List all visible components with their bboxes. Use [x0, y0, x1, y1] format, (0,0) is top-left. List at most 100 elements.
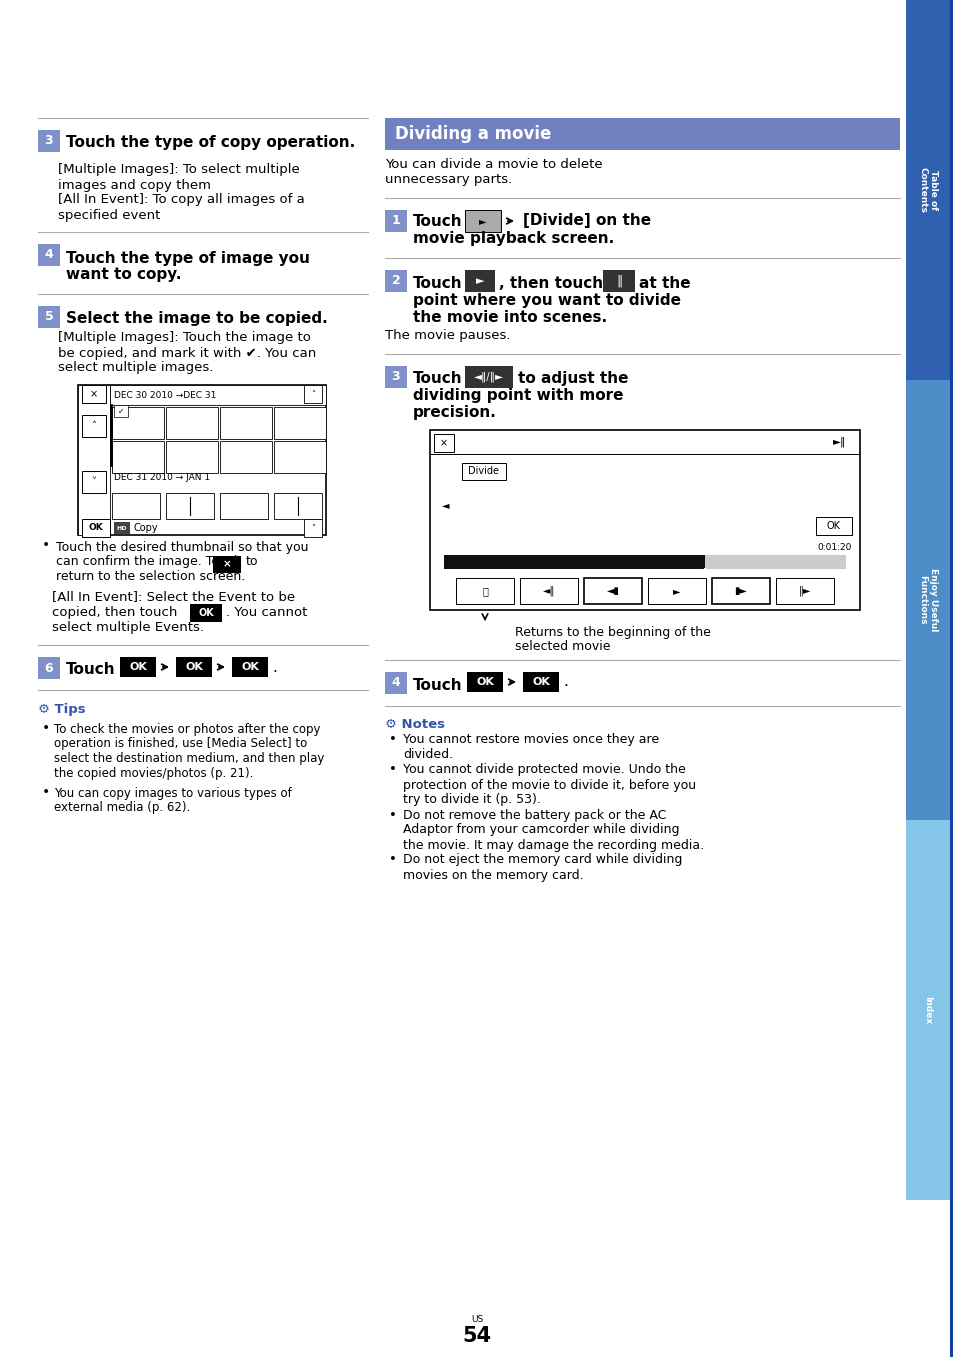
- Text: 5: 5: [45, 311, 53, 323]
- Text: You can divide a movie to delete: You can divide a movie to delete: [385, 159, 602, 171]
- Bar: [38, 244, 60, 266]
- Text: OK: OK: [826, 521, 841, 531]
- Bar: [232, 657, 268, 677]
- Text: OK: OK: [185, 662, 203, 672]
- Bar: [274, 441, 326, 474]
- Bar: [213, 556, 241, 573]
- Text: ✓: ✓: [117, 407, 124, 415]
- Text: ►: ►: [476, 275, 484, 286]
- Text: want to copy.: want to copy.: [66, 267, 181, 282]
- Text: [Divide] on the: [Divide] on the: [522, 213, 651, 228]
- Bar: [434, 434, 454, 452]
- Bar: [385, 118, 899, 151]
- Bar: [274, 407, 326, 440]
- Text: You cannot divide protected movie. Undo the: You cannot divide protected movie. Undo …: [402, 764, 685, 776]
- Text: . You cannot: . You cannot: [226, 605, 307, 619]
- Text: 4: 4: [45, 248, 53, 262]
- Bar: [190, 604, 222, 622]
- Bar: [602, 270, 635, 292]
- Bar: [166, 407, 218, 440]
- Text: ⚙ Notes: ⚙ Notes: [385, 718, 444, 730]
- Text: ◄‖: ◄‖: [542, 586, 555, 596]
- Text: specified event: specified event: [58, 209, 160, 221]
- Text: To check the movies or photos after the copy: To check the movies or photos after the …: [54, 722, 320, 735]
- Text: Enjoy Useful
Functions: Enjoy Useful Functions: [918, 569, 937, 632]
- Bar: [38, 130, 60, 152]
- Text: ►‖: ►‖: [832, 437, 845, 448]
- Bar: [711, 578, 769, 604]
- Text: select multiple images.: select multiple images.: [58, 361, 213, 375]
- Text: 0:01:20: 0:01:20: [817, 544, 851, 552]
- Text: •: •: [42, 721, 51, 735]
- Text: point where you want to divide: point where you want to divide: [413, 293, 680, 308]
- Text: 54: 54: [462, 1326, 491, 1346]
- Text: •: •: [389, 854, 396, 867]
- Text: the movie. It may damage the recording media.: the movie. It may damage the recording m…: [402, 839, 703, 851]
- Bar: [647, 578, 705, 604]
- Bar: [120, 657, 156, 677]
- Text: OK: OK: [476, 677, 494, 687]
- Text: DEC 30 2010 →DEC 31: DEC 30 2010 →DEC 31: [113, 391, 216, 399]
- Text: to: to: [246, 555, 258, 569]
- Text: [All In Event]: Select the Event to be: [All In Event]: Select the Event to be: [52, 590, 294, 604]
- Text: try to divide it (p. 53).: try to divide it (p. 53).: [402, 794, 540, 806]
- Text: You cannot restore movies once they are: You cannot restore movies once they are: [402, 734, 659, 746]
- Bar: [464, 366, 513, 388]
- Text: .: .: [562, 674, 567, 689]
- Text: [All In Event]: To copy all images of a: [All In Event]: To copy all images of a: [58, 194, 304, 206]
- Text: the movie into scenes.: the movie into scenes.: [413, 309, 606, 324]
- Text: HD: HD: [116, 525, 127, 531]
- Text: selected movie: selected movie: [515, 641, 610, 654]
- Bar: [78, 385, 110, 535]
- Text: ˄: ˄: [91, 421, 96, 432]
- Bar: [519, 578, 578, 604]
- Bar: [905, 0, 949, 380]
- Bar: [175, 657, 212, 677]
- Bar: [464, 210, 500, 232]
- Bar: [38, 657, 60, 678]
- Text: •: •: [389, 734, 396, 746]
- Bar: [220, 493, 268, 518]
- Text: 1: 1: [392, 214, 400, 228]
- Text: ⏮: ⏮: [481, 586, 487, 596]
- Text: at the: at the: [639, 275, 690, 290]
- Text: precision.: precision.: [413, 406, 497, 421]
- Text: •: •: [389, 809, 396, 821]
- Text: ◄: ◄: [442, 499, 449, 510]
- Text: ˄: ˄: [311, 389, 314, 399]
- Bar: [220, 407, 272, 440]
- Text: return to the selection screen.: return to the selection screen.: [56, 570, 245, 584]
- Bar: [443, 555, 845, 569]
- Text: movie playback screen.: movie playback screen.: [413, 231, 614, 246]
- Text: ►: ►: [673, 586, 680, 596]
- Text: 3: 3: [45, 134, 53, 148]
- Bar: [464, 270, 495, 292]
- Bar: [38, 305, 60, 328]
- Text: ◄‖/‖►: ◄‖/‖►: [474, 372, 503, 383]
- Bar: [467, 672, 502, 692]
- Bar: [110, 385, 326, 404]
- Text: Touch the type of image you: Touch the type of image you: [66, 251, 310, 266]
- Text: US: US: [471, 1315, 482, 1324]
- Bar: [905, 820, 949, 1200]
- Text: Index: Index: [923, 996, 931, 1025]
- Text: DEC 31 2010 → JAN 1: DEC 31 2010 → JAN 1: [113, 472, 210, 482]
- Text: , then touch: , then touch: [498, 275, 602, 290]
- Bar: [522, 672, 558, 692]
- Text: Touch the desired thumbnail so that you: Touch the desired thumbnail so that you: [56, 540, 308, 554]
- Text: Select the image to be copied.: Select the image to be copied.: [66, 311, 328, 326]
- Bar: [456, 578, 514, 604]
- Text: operation is finished, use [Media Select] to: operation is finished, use [Media Select…: [54, 737, 307, 750]
- Bar: [82, 415, 106, 437]
- Text: .: .: [272, 660, 276, 674]
- Text: unnecessary parts.: unnecessary parts.: [385, 174, 512, 186]
- Text: •: •: [389, 764, 396, 776]
- Text: Touch: Touch: [413, 677, 462, 692]
- Text: movies on the memory card.: movies on the memory card.: [402, 868, 583, 882]
- Bar: [775, 578, 833, 604]
- Text: 2: 2: [392, 274, 400, 288]
- Text: Touch the type of copy operation.: Touch the type of copy operation.: [66, 134, 355, 149]
- Bar: [443, 555, 704, 569]
- Text: The movie pauses.: The movie pauses.: [385, 330, 510, 342]
- Bar: [166, 493, 213, 518]
